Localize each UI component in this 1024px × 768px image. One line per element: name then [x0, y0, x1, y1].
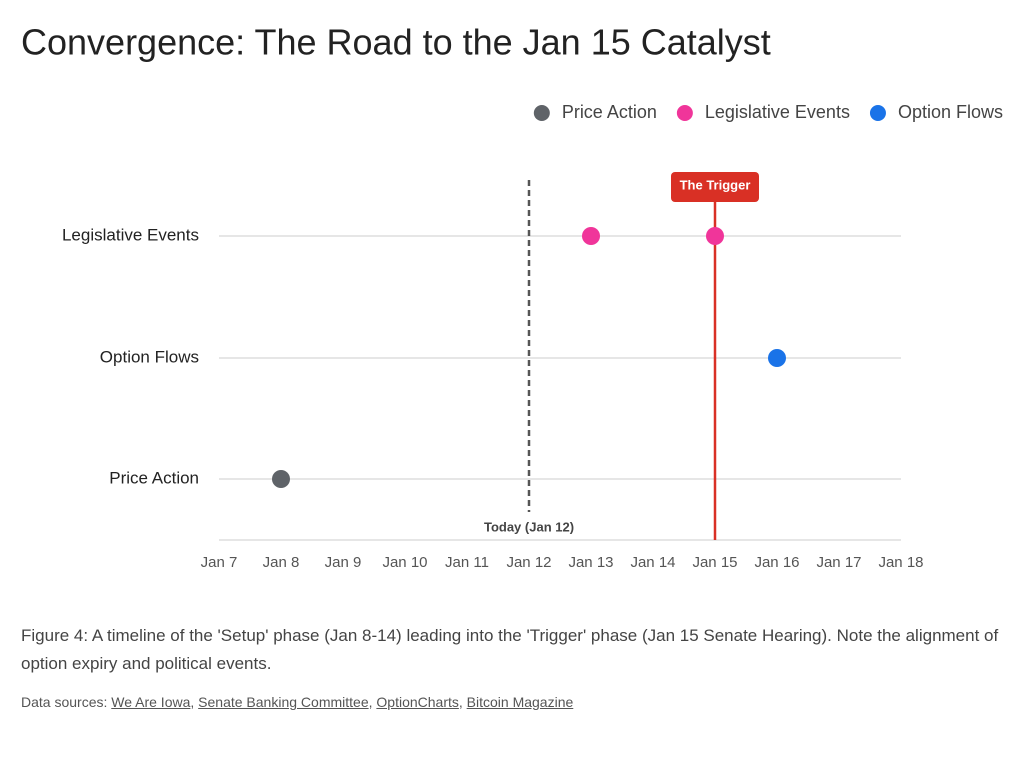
x-tick-label: Jan 16 — [754, 554, 799, 571]
event-point — [706, 227, 724, 245]
sources: Data sources: We Are Iowa, Senate Bankin… — [21, 694, 573, 710]
x-tick-label: Jan 17 — [816, 554, 861, 571]
legend-marker — [869, 105, 886, 121]
x-tick-label: Jan 11 — [445, 554, 489, 571]
caption: Figure 4: A timeline of the 'Setup' phas… — [21, 626, 999, 673]
event-point — [272, 470, 290, 488]
sources-label: Data sources: — [21, 694, 108, 710]
x-tick-label: Jan 10 — [382, 554, 427, 571]
legend-label: Price Action — [562, 102, 657, 122]
event-point — [768, 349, 786, 367]
chart-title: Convergence: The Road to the Jan 15 Cata… — [21, 22, 771, 63]
chart: Convergence: The Road to the Jan 15 Cata… — [21, 22, 1003, 571]
separator: , — [190, 694, 195, 710]
x-tick-label: Jan 18 — [878, 554, 923, 571]
x-tick-label: Jan 15 — [692, 554, 737, 571]
legend-label: Option Flows — [898, 102, 1003, 122]
x-tick-label: Jan 8 — [263, 554, 300, 571]
reference-label-bg — [671, 172, 759, 202]
separator: , — [368, 694, 373, 710]
reference-label: The Trigger — [680, 177, 751, 192]
legend-label: Legislative Events — [705, 102, 850, 122]
source-link[interactable]: Bitcoin Magazine — [466, 694, 574, 710]
legend-marker — [676, 105, 693, 121]
x-tick-label: Jan 12 — [506, 554, 551, 571]
legend-marker — [533, 105, 550, 121]
event-point — [582, 227, 600, 245]
y-tick-label: Price Action — [109, 468, 199, 487]
source-link[interactable]: OptionCharts — [376, 694, 459, 710]
x-tick-label: Jan 7 — [201, 554, 238, 571]
x-tick-label: Jan 13 — [568, 554, 613, 571]
y-tick-label: Option Flows — [100, 347, 199, 366]
separator: , — [458, 694, 463, 710]
x-tick-label: Jan 9 — [325, 554, 362, 571]
source-link[interactable]: We Are Iowa — [111, 694, 191, 710]
y-tick-label: Legislative Events — [62, 225, 199, 244]
reference-label-bg — [477, 517, 581, 537]
reference-label: Today (Jan 12) — [484, 519, 574, 534]
x-tick-label: Jan 14 — [630, 554, 675, 571]
source-link[interactable]: Senate Banking Committee — [198, 694, 369, 710]
